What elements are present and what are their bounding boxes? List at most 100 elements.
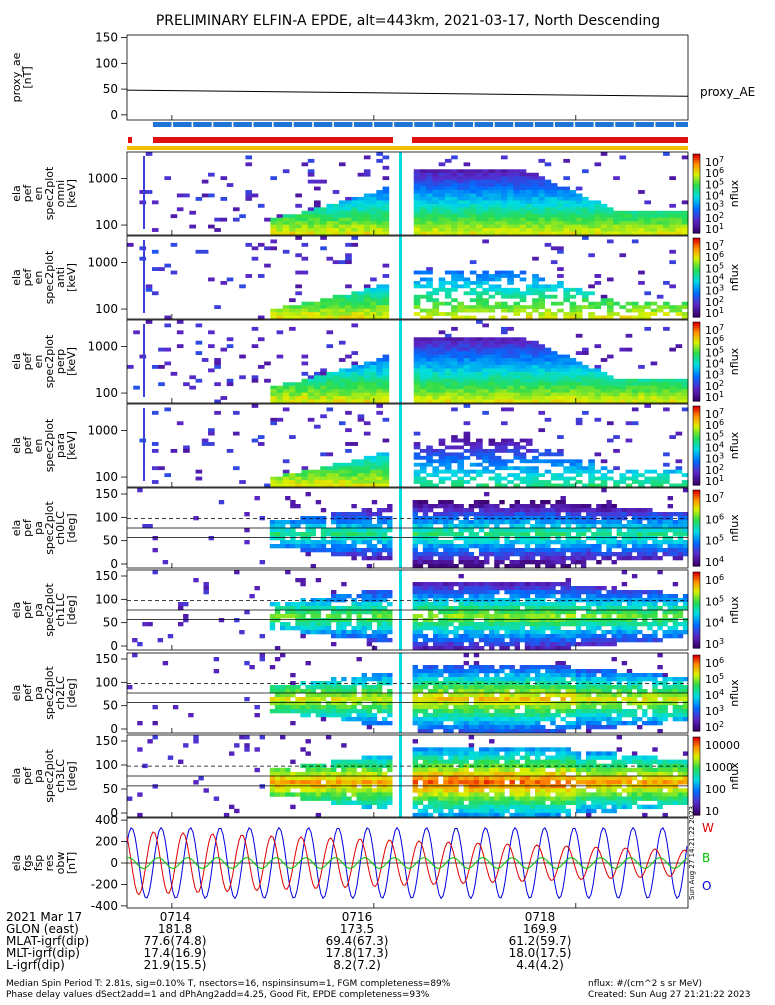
heatmap-cell [668, 540, 673, 544]
heatmap-cell [346, 630, 351, 634]
heatmap-cell [576, 552, 581, 556]
heatmap-cell [270, 246, 277, 250]
heatmap-cell [295, 393, 302, 397]
heatmap-cell [331, 610, 336, 614]
heatmap-cell [283, 228, 290, 232]
heatmap-cell [557, 382, 564, 386]
heatmap-cell [439, 214, 446, 218]
heatmap-cell [470, 305, 477, 309]
heatmap-cell [420, 382, 427, 386]
heatmap-cell [535, 512, 540, 516]
heatmap-cell [489, 295, 496, 299]
heatmap-cell [571, 548, 576, 552]
heatmap-cell [683, 548, 688, 552]
heatmap-cell [563, 228, 570, 232]
heatmap-cell [413, 590, 418, 594]
heatmap-cell [306, 520, 311, 524]
heatmap-cell [439, 396, 446, 400]
heatmap-cell [358, 477, 365, 481]
heatmap-cell [289, 225, 296, 229]
heatmap-cell [619, 228, 626, 232]
heatmap-cell [351, 214, 358, 218]
heatmap-cell [657, 480, 664, 484]
heatmap-cell [331, 536, 336, 540]
heatmap-cell [566, 638, 571, 642]
heatmap-cell [423, 626, 428, 630]
heatmap-cell [622, 512, 627, 516]
heatmap-cell [550, 622, 555, 626]
heatmap-cell [426, 218, 433, 222]
heatmap-cell [520, 618, 525, 622]
heatmap-cell [540, 560, 545, 564]
heatmap-cell [376, 295, 383, 299]
heatmap-cell [586, 602, 591, 606]
heatmap-cell [637, 548, 642, 552]
heatmap-cell [545, 610, 550, 614]
heatmap-cell [668, 544, 673, 548]
heatmap-cell [221, 348, 228, 352]
heatmap-cell [300, 520, 305, 524]
heatmap-cell [647, 590, 652, 594]
heatmap-cell [651, 393, 658, 397]
heatmap-cell [520, 197, 527, 201]
heatmap-cell [321, 540, 326, 544]
heatmap-cell [364, 466, 371, 470]
status-bar-blue [354, 122, 373, 127]
heatmap-cell [669, 211, 676, 215]
heatmap-cell [632, 302, 639, 306]
heatmap-cell [644, 396, 651, 400]
heatmap-cell [470, 351, 477, 355]
heatmap-cell [432, 197, 439, 201]
heatmap-cell [457, 309, 464, 313]
heatmap-cell [663, 389, 670, 393]
heatmap-cell [383, 418, 390, 422]
heatmap-cell [545, 548, 550, 552]
heatmap-cell [448, 614, 453, 618]
heatmap-cell [576, 586, 581, 590]
heatmap-cell [530, 512, 535, 516]
heatmap-cell [489, 225, 496, 229]
heatmap-cell [387, 630, 392, 634]
heatmap-cell [295, 309, 302, 313]
heatmap-cell [657, 532, 662, 536]
heatmap-cell [418, 556, 423, 560]
heatmap-cell [482, 351, 489, 355]
heatmap-cell [576, 194, 583, 198]
heatmap-cell [607, 228, 614, 232]
heatmap-cell [504, 626, 509, 630]
heatmap-cell [489, 169, 496, 173]
heatmap-cell [525, 536, 530, 540]
heatmap-cell [443, 622, 448, 626]
heatmap-cell [482, 341, 489, 345]
heatmap-cell [420, 207, 427, 211]
heatmap-cell [581, 540, 586, 544]
heatmap-cell [507, 194, 514, 198]
heatmap-cell [557, 477, 564, 481]
heatmap-cell [289, 386, 296, 390]
heatmap-cell [457, 466, 464, 470]
heatmap-cell [321, 528, 326, 532]
heatmap-cell [469, 618, 474, 622]
heatmap-cell [601, 634, 606, 638]
heatmap-cell [457, 362, 464, 366]
heatmap-cell [370, 459, 377, 463]
heatmap-cell [413, 536, 418, 540]
heatmap-cell [540, 508, 545, 512]
heatmap-cell [484, 586, 489, 590]
heatmap-cell [535, 544, 540, 548]
heatmap-cell [545, 187, 552, 191]
heatmap-cell [376, 463, 383, 467]
heatmap-cell [464, 362, 471, 366]
heatmap-cell [451, 375, 458, 379]
heatmap-cell [663, 225, 670, 229]
heatmap-cell [464, 365, 471, 369]
heatmap-cell [520, 228, 527, 232]
heatmap-cell [370, 382, 377, 386]
heatmap-cell [545, 449, 552, 453]
heatmap-cell [520, 169, 527, 173]
heatmap-cell [414, 470, 421, 474]
heatmap-cell [362, 532, 367, 536]
heatmap-cell [612, 634, 617, 638]
heatmap-cell [622, 556, 627, 560]
heatmap-cell [513, 348, 520, 352]
